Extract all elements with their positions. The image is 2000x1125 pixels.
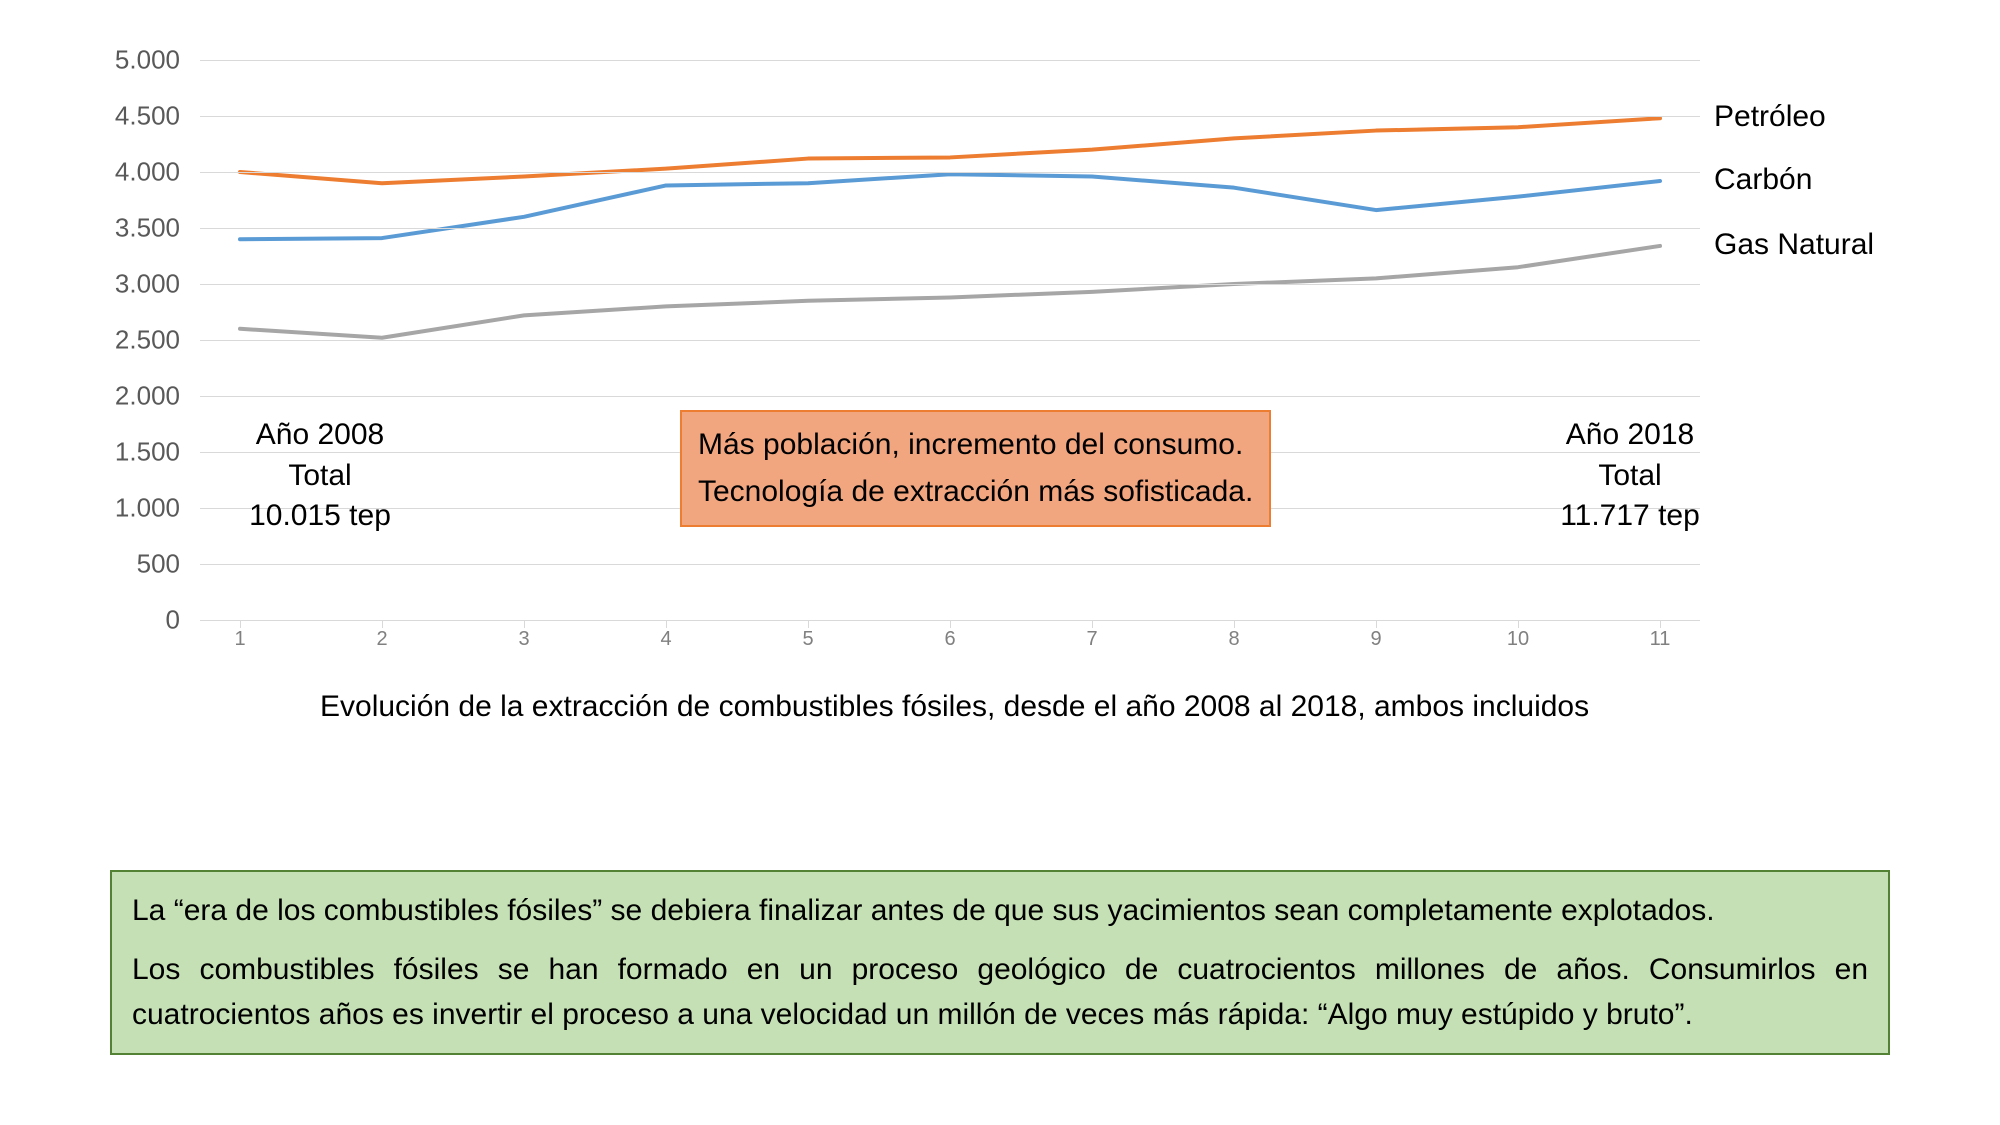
bottom-p1: La “era de los combustibles fósiles” se … bbox=[132, 888, 1868, 933]
y-tick-label: 5.000 bbox=[80, 45, 180, 76]
y-tick-label: 3.500 bbox=[80, 213, 180, 244]
gridline bbox=[200, 228, 1700, 229]
bottom-p2: Los combustibles fósiles se han formado … bbox=[132, 947, 1868, 1037]
y-tick-label: 2.000 bbox=[80, 381, 180, 412]
series-line-Gas Natural bbox=[240, 246, 1660, 338]
chart-container: 05001.0001.5002.0002.5003.0003.5004.0004… bbox=[120, 60, 1880, 760]
y-tick-label: 1.500 bbox=[80, 437, 180, 468]
y-tick-label: 3.000 bbox=[80, 269, 180, 300]
x-tick-mark bbox=[950, 620, 951, 628]
series-label-Gas Natural: Gas Natural bbox=[1714, 228, 1874, 262]
y-tick-label: 1.000 bbox=[80, 493, 180, 524]
series-label-Carbón: Carbón bbox=[1714, 163, 1812, 197]
chart-caption: Evolución de la extracción de combustibl… bbox=[320, 690, 1589, 724]
y-tick-label: 500 bbox=[80, 549, 180, 580]
annotation-left: Año 2008 Total 10.015 tep bbox=[220, 415, 420, 537]
x-tick-mark bbox=[240, 620, 241, 628]
x-tick-label: 9 bbox=[1356, 628, 1396, 651]
x-tick-label: 1 bbox=[220, 628, 260, 651]
x-tick-label: 11 bbox=[1640, 628, 1680, 651]
x-tick-mark bbox=[808, 620, 809, 628]
annotation-right: Año 2018 Total 11.717 tep bbox=[1530, 415, 1730, 537]
annot-right-line2: Total bbox=[1598, 459, 1661, 492]
x-tick-mark bbox=[1092, 620, 1093, 628]
gridline bbox=[200, 116, 1700, 117]
annot-left-line1: Año 2008 bbox=[256, 418, 384, 451]
x-tick-mark bbox=[666, 620, 667, 628]
x-tick-mark bbox=[524, 620, 525, 628]
y-tick-label: 2.500 bbox=[80, 325, 180, 356]
x-tick-mark bbox=[1660, 620, 1661, 628]
x-tick-label: 10 bbox=[1498, 628, 1538, 651]
x-tick-mark bbox=[1518, 620, 1519, 628]
x-tick-mark bbox=[382, 620, 383, 628]
x-tick-label: 7 bbox=[1072, 628, 1112, 651]
x-tick-mark bbox=[1376, 620, 1377, 628]
center-box-line1: Más población, incremento del consumo. bbox=[698, 428, 1243, 461]
x-tick-mark bbox=[1234, 620, 1235, 628]
plot-area: 05001.0001.5002.0002.5003.0003.5004.0004… bbox=[200, 60, 1700, 620]
x-tick-label: 6 bbox=[930, 628, 970, 651]
series-line-Carbón bbox=[240, 174, 1660, 239]
x-tick-label: 3 bbox=[504, 628, 544, 651]
x-tick-label: 5 bbox=[788, 628, 828, 651]
center-box-line2: Tecnología de extracción más sofisticada… bbox=[698, 475, 1253, 508]
annot-left-line3: 10.015 tep bbox=[249, 499, 391, 532]
gridline bbox=[200, 396, 1700, 397]
gridline bbox=[200, 284, 1700, 285]
y-tick-label: 4.000 bbox=[80, 157, 180, 188]
y-tick-label: 4.500 bbox=[80, 101, 180, 132]
y-tick-label: 0 bbox=[80, 605, 180, 636]
x-tick-label: 8 bbox=[1214, 628, 1254, 651]
bottom-text-box: La “era de los combustibles fósiles” se … bbox=[110, 870, 1890, 1055]
annot-right-line3: 11.717 tep bbox=[1560, 499, 1700, 532]
gridline bbox=[200, 172, 1700, 173]
series-label-Petróleo: Petróleo bbox=[1714, 100, 1826, 134]
annot-right-line1: Año 2018 bbox=[1566, 418, 1694, 451]
x-tick-label: 4 bbox=[646, 628, 686, 651]
gridline bbox=[200, 564, 1700, 565]
annotation-center-box: Más población, incremento del consumo. T… bbox=[680, 410, 1271, 527]
annot-left-line2: Total bbox=[288, 459, 351, 492]
gridline bbox=[200, 60, 1700, 61]
gridline bbox=[200, 340, 1700, 341]
x-tick-label: 2 bbox=[362, 628, 402, 651]
